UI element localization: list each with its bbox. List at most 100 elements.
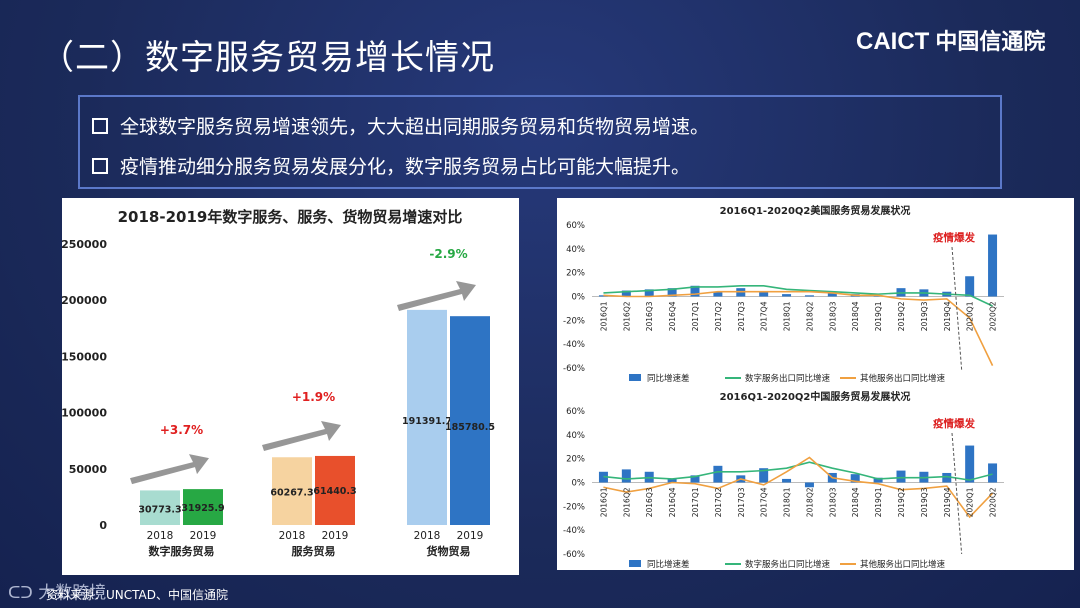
x-tick-label: 2018Q2	[805, 487, 814, 517]
y-tick-label: -20%	[563, 502, 585, 512]
x-tick-label: 2019Q2	[897, 487, 906, 517]
legend-label: 同比增速差	[647, 373, 690, 384]
legend-label: 数字服务出口同比增速	[745, 559, 831, 570]
bar-mark	[804, 482, 814, 488]
x-tick-label: 2016Q3	[645, 487, 654, 517]
y-tick-label: -60%	[563, 364, 585, 374]
logo-chinese: 中国信通院	[935, 30, 1046, 55]
x-tick-label: 2020Q2	[989, 301, 998, 331]
x-year-label: 2018	[147, 530, 174, 542]
x-group-label: 服务贸易	[292, 544, 336, 558]
y-tick-label: 50000	[69, 463, 108, 476]
x-tick-label: 2016Q1	[599, 487, 608, 517]
legend-swatch	[629, 560, 641, 567]
x-tick-label: 2019Q3	[920, 487, 929, 517]
x-tick-label: 2017Q1	[691, 487, 700, 517]
quarterly-chart-2: 2016Q1-2020Q2中国服务贸易发展状况 60% 40% 20% 0% -20% -4…	[563, 390, 1004, 570]
y-tick-label: 0	[99, 519, 107, 532]
x-tick-label: 2016Q1	[599, 301, 608, 331]
bar-mark	[965, 276, 975, 297]
chart-title: 2016Q1-2020Q2中国服务贸易发展状况	[720, 390, 911, 403]
y-tick-label: 20%	[566, 269, 585, 279]
trend-arrow-icon	[397, 281, 476, 311]
caict-logo: CAICT 中国信通院	[856, 24, 1045, 56]
quarterly-chart-1: 2016Q1-2020Q2美国服务贸易发展状况 60% 40% 20% 0% -20% -4…	[563, 204, 1004, 384]
bar-value-label: 30773.3	[138, 504, 181, 515]
bar-mark	[759, 468, 769, 483]
x-tick-label: 2016Q4	[668, 301, 677, 331]
y-tick-label: -60%	[563, 550, 585, 560]
series-line-2	[603, 290, 994, 366]
x-tick-label: 2016Q3	[645, 301, 654, 331]
bar-value-label: 60267.3	[270, 487, 313, 498]
annotation-pointer-line	[951, 432, 963, 555]
checkbox-square-icon	[92, 117, 108, 134]
bar-mark	[621, 290, 631, 297]
quarterly-trade-panel: 2016Q1-2020Q2美国服务贸易发展状况 60% 40% 20% 0% -20% -4…	[557, 198, 1074, 570]
bar-2-1	[450, 316, 490, 525]
x-tick-label: 2017Q3	[737, 301, 746, 331]
bar-0-1	[183, 489, 223, 525]
x-group-label: 数字服务贸易	[149, 544, 215, 558]
bar-mark	[713, 465, 723, 483]
bar-mark	[690, 285, 700, 297]
x-year-label: 2019	[190, 530, 217, 542]
chart-title: 2016Q1-2020Q2美国服务贸易发展状况	[720, 204, 911, 217]
x-tick-label: 2017Q2	[714, 301, 723, 331]
x-tick-label: 2018Q1	[783, 301, 792, 331]
x-year-label: 2019	[457, 530, 484, 542]
bar-mark	[804, 295, 814, 297]
legend-swatch	[629, 374, 641, 381]
x-year-label: 2018	[279, 530, 306, 542]
bullet-text: 全球数字服务贸易增速领先，大大超出同期服务贸易和货物贸易增速。	[120, 116, 710, 138]
bar-mark	[690, 475, 700, 483]
x-tick-label: 2019Q4	[943, 487, 952, 517]
legend-label: 其他服务出口同比增速	[860, 559, 946, 570]
series-line-2	[603, 456, 994, 519]
y-tick-label: 40%	[566, 431, 585, 441]
y-tick-label: 40%	[566, 245, 585, 255]
x-tick-label: 2019Q3	[920, 301, 929, 331]
bar-mark	[667, 478, 677, 483]
bar-2-0	[407, 309, 447, 525]
checkbox-square-icon	[92, 157, 108, 174]
bar-mark	[621, 469, 631, 483]
bar-1-0	[272, 457, 312, 525]
bar-value-label: 191391.7	[402, 416, 452, 427]
x-tick-label: 2019Q2	[897, 301, 906, 331]
bar-mark	[988, 234, 998, 297]
x-tick-label: 2020Q1	[966, 487, 975, 517]
x-year-label: 2018	[414, 530, 441, 542]
series-line-1	[603, 284, 993, 307]
x-tick-label: 2019Q4	[943, 301, 952, 331]
y-tick-label: 100000	[62, 407, 107, 420]
x-tick-label: 2018Q2	[805, 301, 814, 331]
growth-rate-label: -2.9%	[429, 247, 467, 261]
bar-value-label: 61440.3	[313, 486, 356, 497]
bar-mark	[782, 478, 792, 483]
bar-mark	[827, 292, 837, 297]
y-tick-label: 0%	[572, 293, 586, 303]
trend-arrow-icon	[130, 454, 209, 485]
chart-title: 2018-2019年数字服务、服务、货物贸易增速对比	[118, 208, 463, 226]
trade-growth-bar-chart: 2018-2019年数字服务、服务、货物贸易增速对比 0 50000 100000 15…	[61, 208, 495, 558]
watermark-text: 大数跨境	[38, 583, 107, 603]
legend-label: 数字服务出口同比增速	[745, 373, 831, 384]
y-tick-label: -20%	[563, 316, 585, 326]
x-tick-label: 2020Q2	[989, 487, 998, 517]
x-tick-label: 2020Q1	[966, 301, 975, 331]
y-tick-label: -40%	[563, 340, 585, 350]
bar-mark	[667, 288, 677, 297]
quarterly-trade-charts: 2016Q1-2020Q2美国服务贸易发展状况 60% 40% 20% 0% -20% -4…	[563, 204, 1004, 570]
bar-mark	[942, 472, 952, 483]
bar-1-1	[315, 455, 355, 525]
bullet-text: 疫情推动细分服务贸易发展分化，数字服务贸易占比可能大幅提升。	[120, 156, 691, 178]
bar-value-label: 185780.5	[445, 422, 495, 433]
bar-mark	[644, 289, 654, 297]
bullet-point-1: 全球数字服务贸易增速领先，大大超出同期服务贸易和货物贸易增速。	[92, 112, 709, 139]
growth-rate-label: +1.9%	[292, 390, 335, 404]
y-tick-label: 60%	[566, 407, 585, 417]
source-note: 资料来源：UNCTAD、中国信通院	[46, 588, 228, 602]
y-tick-label: 20%	[566, 455, 585, 465]
x-tick-label: 2017Q2	[714, 487, 723, 517]
